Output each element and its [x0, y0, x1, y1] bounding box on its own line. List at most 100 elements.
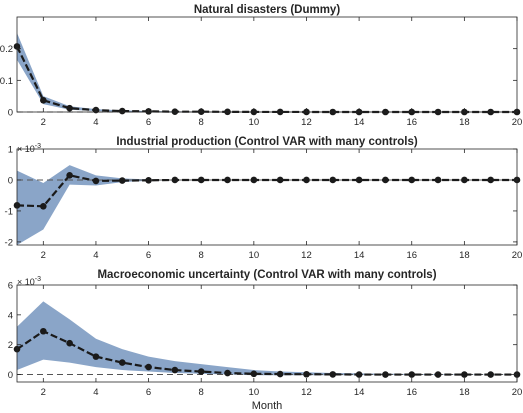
x-tick-label: 6 [146, 387, 151, 398]
x-tick-label: 4 [93, 117, 98, 128]
x-tick-label: 10 [249, 387, 260, 398]
data-point [40, 327, 47, 335]
confidence-band [17, 165, 517, 245]
x-tick-label: 12 [301, 387, 312, 398]
data-point [355, 176, 363, 184]
data-point [66, 339, 73, 347]
x-tick-label: 16 [406, 117, 417, 128]
data-point [434, 176, 442, 184]
x-tick-label: 14 [354, 117, 365, 128]
exponent-power: -3 [35, 143, 41, 150]
data-point [118, 359, 126, 366]
x-tick-label: 2 [41, 250, 46, 261]
axes-box [16, 16, 518, 113]
data-point [382, 176, 389, 184]
data-point [92, 353, 100, 360]
x-tick-label: 8 [199, 250, 204, 261]
x-tick-label: 8 [199, 117, 204, 128]
data-point [461, 176, 468, 184]
confidence-band [17, 32, 517, 112]
data-point [329, 371, 337, 378]
data-point [224, 176, 231, 184]
x-tick-label: 2 [41, 387, 46, 398]
data-point [487, 176, 494, 184]
data-point [66, 104, 73, 112]
panel-title: Macroeconomic uncertainty (Control VAR w… [97, 269, 436, 281]
x-tick-label: 16 [406, 250, 417, 261]
y-tick-label: 0 [8, 108, 13, 119]
series-line [16, 45, 517, 114]
y-tick-label: 0.1 [0, 76, 13, 87]
x-tick-label: 12 [301, 250, 312, 261]
data-point [66, 172, 73, 179]
data-point [40, 96, 47, 104]
data-point [303, 370, 310, 378]
series-line [16, 330, 517, 376]
x-tick-label: 18 [459, 250, 470, 261]
x-tick-label: 10 [249, 117, 260, 128]
data-point [171, 366, 179, 374]
y-tick-label: -2 [5, 237, 13, 248]
confidence-band [17, 301, 517, 376]
data-point [250, 370, 258, 378]
data-point [461, 371, 468, 378]
x-tick-label: 20 [512, 387, 523, 398]
y-tick-label: 0 [8, 175, 13, 186]
data-point [382, 371, 389, 378]
data-point [276, 176, 284, 184]
x-tick-label: 20 [512, 250, 523, 261]
x-tick-label: 6 [146, 250, 151, 261]
exponent-base: × 10 [17, 277, 35, 287]
y-tick-label: 4 [8, 310, 13, 321]
data-point [171, 176, 179, 184]
x-tick-label: 16 [406, 387, 417, 398]
data-point [303, 176, 310, 184]
y-tick-label: 2 [8, 340, 13, 351]
y-tick-label: -1 [5, 206, 13, 217]
data-point [408, 371, 416, 378]
x-axis-label: Month [252, 400, 283, 412]
panel-macro-uncertainty: Macroeconomic uncertainty (Control VAR w… [8, 269, 523, 412]
exponent-power: -3 [35, 276, 41, 283]
data-point [145, 363, 152, 371]
panel-industrial-production: Industrial production (Control VAR with … [5, 136, 523, 261]
x-tick-label: 18 [459, 387, 470, 398]
data-point [197, 368, 205, 375]
data-point [329, 176, 337, 184]
x-tick-label: 2 [41, 117, 46, 128]
data-point [118, 177, 126, 184]
data-point [224, 369, 231, 377]
x-tick-label: 18 [459, 117, 470, 128]
axes-box [16, 148, 518, 246]
y-tick-label: 0 [8, 370, 13, 381]
data-point [145, 176, 152, 184]
x-tick-label: 14 [354, 387, 365, 398]
x-tick-label: 12 [301, 117, 312, 128]
data-point [40, 202, 47, 210]
x-tick-label: 6 [146, 117, 151, 128]
x-tick-label: 10 [249, 250, 260, 261]
data-point [434, 371, 442, 378]
panel-title: Industrial production (Control VAR with … [116, 136, 418, 148]
data-point [408, 176, 416, 184]
data-point [197, 176, 205, 184]
x-tick-label: 4 [93, 250, 98, 261]
panel-natural-disasters: Natural disasters (Dummy) 0 0.1 0.2 2 4 6 8 10 1… [0, 4, 522, 128]
x-tick-label: 4 [93, 387, 98, 398]
y-tick-label: 0.2 [0, 44, 13, 55]
y-tick-label: 1 [8, 145, 13, 156]
y-tick-label: 6 [8, 281, 13, 292]
data-point [92, 177, 100, 185]
data-point [355, 371, 363, 378]
data-point [487, 371, 494, 378]
data-point [276, 370, 284, 378]
x-tick-label: 8 [199, 387, 204, 398]
x-tick-label: 20 [512, 117, 523, 128]
data-point [118, 107, 126, 115]
series-line [16, 174, 517, 208]
axes-box [16, 284, 518, 383]
exponent-label: × 10-3 [17, 276, 41, 287]
exponent-label: × 10-3 [17, 143, 41, 154]
data-point [250, 176, 258, 184]
